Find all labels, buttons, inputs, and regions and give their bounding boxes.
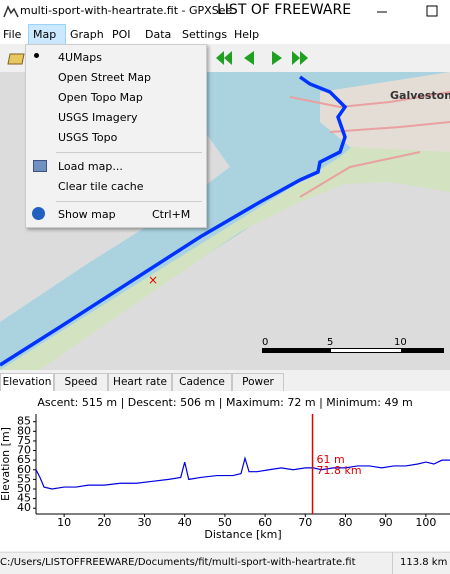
menu-option[interactable]: USGS Topo (58, 131, 118, 144)
menu-option[interactable]: Show map (58, 208, 116, 221)
elevation-line (35, 456, 450, 490)
x-tick-label: 60 (258, 516, 272, 529)
y-axis-label: Elevation [m] (0, 427, 12, 501)
watermark: LIST OF FREEWARE (217, 2, 352, 18)
y-tick-label: 80 (17, 424, 31, 437)
y-tick-label: 60 (17, 463, 31, 476)
x-tick-label: 70 (298, 516, 312, 529)
x-tick-label: 80 (338, 516, 352, 529)
x-tick-label: 40 (178, 516, 192, 529)
menu-item[interactable]: Map (33, 28, 57, 41)
map-dropdown: 4UMaps Open Street Map Open Topo Map USG… (25, 44, 207, 228)
elevation-graph: Ascent: 515 m | Descent: 506 m | Maximum… (0, 391, 450, 551)
tab[interactable]: Speed (54, 373, 108, 392)
separator (392, 552, 393, 574)
x-tick-label: 90 (379, 516, 393, 529)
y-tick-label: 85 (17, 415, 31, 428)
x-axis-label: Distance [km] (204, 528, 281, 541)
menu-option[interactable]: Open Topo Map (58, 91, 143, 104)
menu-item[interactable]: Graph (70, 28, 104, 41)
svg-text:×: × (148, 273, 158, 287)
status-distance: 113.8 km (400, 557, 448, 568)
x-tick-label: 20 (97, 516, 111, 529)
stats: Ascent: 515 m | Descent: 506 m | Maximum… (37, 396, 412, 409)
y-tick-label: 40 (17, 501, 31, 514)
menu-option[interactable]: Open Street Map (58, 71, 152, 84)
separator (56, 201, 202, 202)
window-buttons[interactable] (375, 5, 445, 19)
title-bar (0, 0, 450, 22)
tab[interactable]: Elevation (0, 373, 54, 392)
y-tick-label: 75 (17, 434, 31, 447)
menu-bar (0, 22, 450, 44)
shortcut: Ctrl+M (152, 208, 191, 221)
globe-icon (32, 207, 45, 220)
y-tick-label: 55 (17, 472, 31, 485)
load-icon (33, 160, 47, 172)
app-icon (3, 5, 19, 18)
tab[interactable]: Cadence (172, 373, 232, 392)
x-tick-label: 50 (218, 516, 232, 529)
map-place: Galveston (390, 89, 450, 102)
menu-item[interactable]: Data (145, 28, 172, 41)
menu-option[interactable]: Clear tile cache (58, 180, 144, 193)
y-tick-label: 65 (17, 453, 31, 466)
y-tick-label: 50 (17, 482, 31, 495)
menu-item[interactable]: Help (234, 28, 260, 41)
menu-item[interactable]: Settings (182, 28, 228, 41)
window-title: multi-sport-with-heartrate.fit - GPXSee (20, 4, 233, 17)
x-tick-label: 10 (57, 516, 71, 529)
separator (56, 152, 202, 153)
status-bar (0, 552, 450, 574)
radio-dot (34, 53, 39, 58)
scale-label: 10 (394, 337, 407, 348)
status-path: C:/Users/LISTOFFREEWARE/Documents/fit/mu… (0, 557, 356, 568)
y-tick-label: 45 (17, 492, 31, 505)
menu-option[interactable]: Load map... (58, 160, 123, 173)
x-tick-label: 100 (415, 516, 436, 529)
tab[interactable]: Heart rate (108, 373, 172, 392)
cursor-distance: 71.8 km (317, 464, 362, 477)
y-tick-label: 70 (17, 444, 31, 457)
tab[interactable]: Power (232, 373, 284, 392)
menu-option[interactable]: USGS Imagery (58, 111, 138, 124)
x-tick-label: 30 (138, 516, 152, 529)
menu-item[interactable]: File (3, 28, 22, 41)
scale-label: 5 (327, 337, 333, 348)
menu-option[interactable]: 4UMaps (58, 51, 102, 64)
menu-item[interactable]: POI (112, 28, 131, 41)
scale-label: 0 (262, 337, 268, 348)
toolbar-icons[interactable] (0, 44, 450, 72)
cursor-elevation: 61 m (317, 453, 345, 466)
